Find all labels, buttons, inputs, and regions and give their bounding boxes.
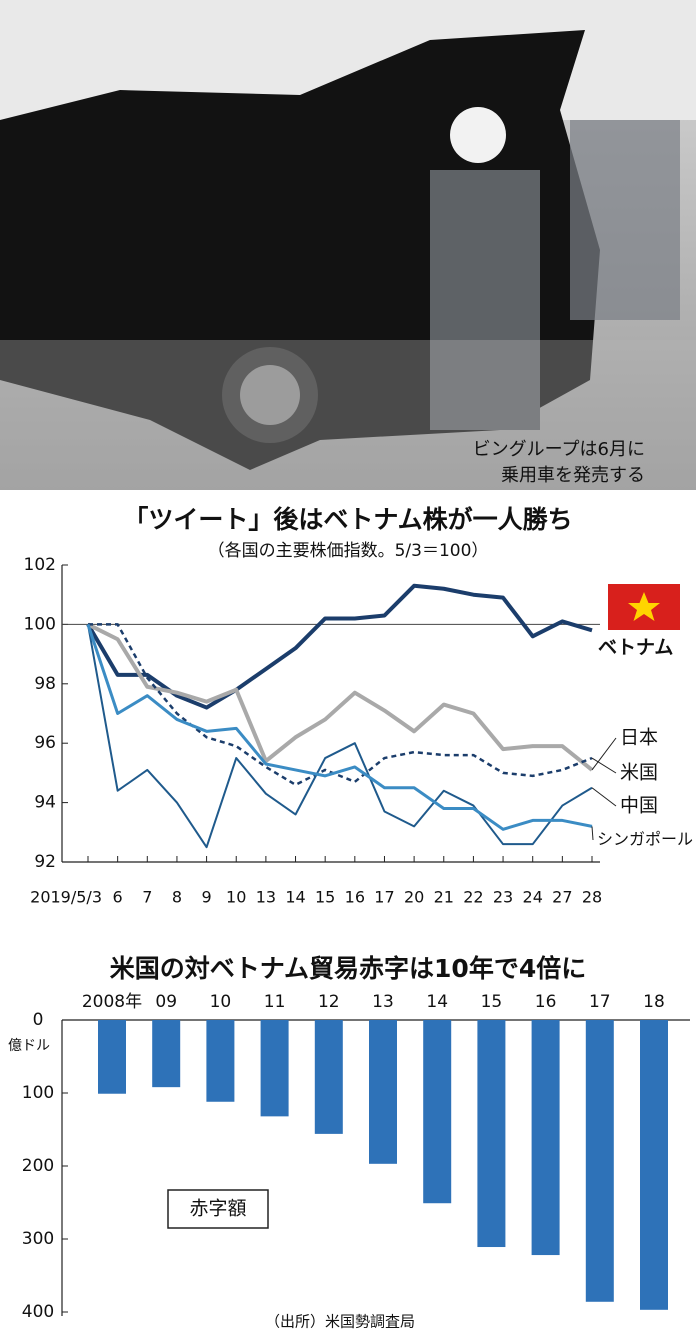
series-line (88, 623, 593, 787)
bar (152, 1020, 181, 1088)
bar (98, 1020, 126, 1094)
y-axis-unit: 億ドル (8, 1038, 50, 1054)
x-tick-label: 13 (372, 992, 394, 1012)
y-tick-label: 100 (22, 1083, 54, 1103)
chart-subtitle: （各国の主要株価指数。5/3＝100） (208, 541, 489, 561)
x-tick-label: 7 (142, 888, 152, 907)
x-tick-label: 17 (374, 888, 394, 907)
bar (314, 1020, 343, 1134)
series-line (87, 622, 594, 772)
x-tick-label: 10 (226, 888, 246, 907)
x-tick-label: 23 (493, 888, 513, 907)
y-tick-label: 0 (33, 1010, 44, 1030)
photo-caption: 乗用車を発売する (501, 465, 645, 486)
bar (531, 1020, 560, 1256)
x-tick-label: 28 (582, 888, 602, 907)
source: （出所）米国勢調査局 (265, 1313, 415, 1331)
series-label: 米国 (620, 762, 658, 784)
bar (206, 1020, 235, 1102)
x-tick-label: 14 (285, 888, 305, 907)
photo: ビングループは6月に 乗用車を発売する (0, 0, 696, 490)
series-label: シンガポール (597, 830, 693, 849)
bar (585, 1020, 614, 1302)
x-tick-label: 17 (589, 992, 611, 1012)
x-tick-label: 15 (481, 992, 503, 1012)
x-tick-label: 21 (434, 888, 454, 907)
legend-leader (591, 757, 617, 774)
bar (477, 1020, 506, 1248)
x-tick-label: 14 (426, 992, 448, 1012)
x-tick-label: 15 (315, 888, 335, 907)
legend-leader (591, 737, 617, 771)
x-tick-label: 27 (552, 888, 572, 907)
bar (640, 1020, 668, 1310)
y-tick-label: 200 (22, 1156, 54, 1176)
annotation: 赤字額 (189, 1198, 246, 1220)
y-tick-label: 98 (34, 674, 56, 694)
photo-caption: ビングループは6月に (473, 439, 645, 460)
y-tick-label: 96 (34, 733, 56, 753)
y-tick-label: 400 (22, 1302, 54, 1322)
x-tick-label: 24 (523, 888, 543, 907)
y-tick-label: 300 (22, 1229, 54, 1249)
chart-title: 「ツイート」後はベトナム株が一人勝ち (123, 505, 572, 534)
x-tick-label: 16 (535, 992, 557, 1012)
legend-leader (591, 826, 594, 841)
series-label: 中国 (620, 795, 658, 817)
y-tick-label: 94 (34, 793, 56, 813)
vietnam-flag (608, 584, 680, 630)
series-line (86, 623, 593, 831)
y-tick-label: 102 (24, 555, 56, 575)
series-line (87, 624, 593, 849)
series-label: ベトナム (598, 637, 673, 659)
bar (423, 1020, 452, 1204)
x-tick-label: 12 (318, 992, 340, 1012)
x-tick-label: 22 (463, 888, 483, 907)
chart-title: 米国の対ベトナム貿易赤字は10年で4倍に (110, 954, 586, 983)
series-label: 日本 (620, 727, 658, 749)
x-tick-label: 09 (155, 992, 177, 1012)
bar (260, 1020, 289, 1117)
x-tick-label: 11 (264, 992, 286, 1012)
legend-leader (591, 787, 617, 807)
x-tick-label: 10 (210, 992, 232, 1012)
x-tick-label: 8 (172, 888, 182, 907)
y-tick-label: 100 (24, 614, 56, 634)
x-tick-label: 6 (113, 888, 123, 907)
y-tick-label: 92 (34, 852, 56, 872)
bar (369, 1020, 397, 1164)
x-tick-label: 20 (404, 888, 424, 907)
x-tick-label: 18 (643, 992, 665, 1012)
x-tick-label: 16 (345, 888, 365, 907)
annotation-box (167, 1189, 269, 1229)
x-tick-label: 2019/5/3 (30, 888, 102, 907)
x-tick-label: 2008年 (82, 992, 142, 1012)
x-tick-label: 9 (201, 888, 211, 907)
x-tick-label: 13 (256, 888, 276, 907)
